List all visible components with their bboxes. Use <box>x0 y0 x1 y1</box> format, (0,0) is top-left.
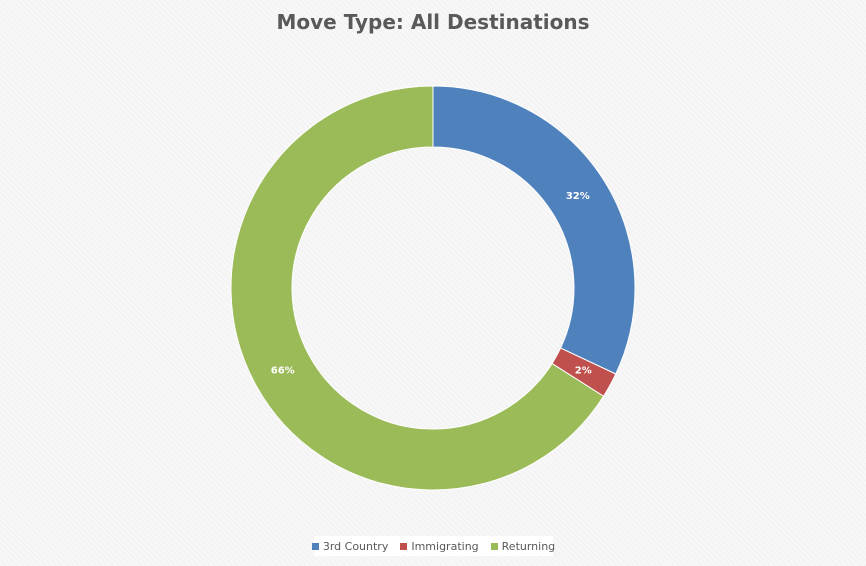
legend-label-3rd-country: 3rd Country <box>322 539 389 553</box>
slice-returning <box>230 85 605 491</box>
legend-swatch-immigrating <box>400 542 408 550</box>
legend-item-3rd-country: 3rd Country <box>311 539 389 553</box>
legend-swatch-returning <box>490 542 498 550</box>
legend-label-immigrating: Immigrating <box>411 539 479 553</box>
legend-item-immigrating: Immigrating <box>400 539 479 553</box>
data-label-3rd-country: 32% <box>566 191 590 202</box>
data-label-returning: 66% <box>271 366 295 377</box>
slices-layer <box>230 85 636 491</box>
legend-item-returning: Returning <box>490 539 556 553</box>
legend-swatch-3rd-country <box>311 542 319 550</box>
legend-label-returning: Returning <box>501 539 556 553</box>
legend: 3rd Country Immigrating Returning <box>311 536 556 556</box>
slice-3rd-country <box>432 85 636 375</box>
chart-title: Move Type: All Destinations <box>276 10 590 34</box>
labels-layer: 32% 2% 66% <box>271 191 592 377</box>
data-label-immigrating: 2% <box>575 366 592 377</box>
